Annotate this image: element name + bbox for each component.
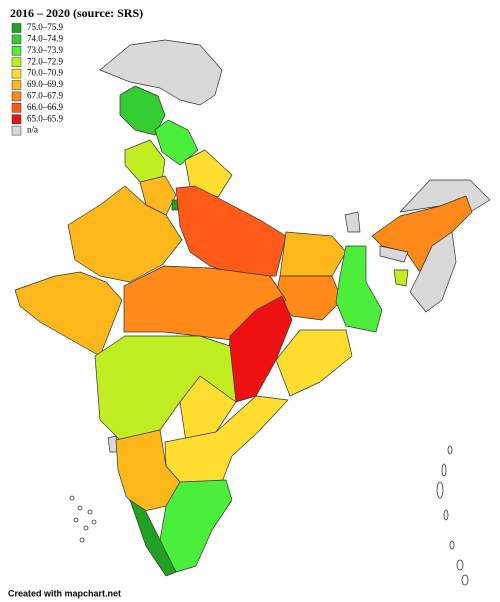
- region: [393, 269, 409, 287]
- legend-swatch: [11, 57, 22, 67]
- legend-swatch: [11, 125, 22, 136]
- legend-label: 73.0–73.9: [27, 45, 64, 55]
- legend-label: 69.0–69.9: [27, 79, 64, 89]
- region: [409, 231, 457, 313]
- region: [119, 85, 166, 136]
- map-regions: [14, 39, 491, 586]
- legend-swatch: [11, 103, 22, 113]
- region: [184, 149, 233, 198]
- region: [279, 231, 347, 277]
- legend-label: 67.0–67.9: [27, 90, 64, 100]
- region: [275, 329, 353, 397]
- legend-label: n/a: [27, 125, 38, 135]
- legend-label: 72.0–72.9: [27, 56, 64, 66]
- region: [139, 175, 177, 216]
- region: [379, 245, 409, 263]
- footer: Created with mapchart.net: [8, 588, 121, 598]
- region: [154, 119, 199, 166]
- region: [14, 271, 123, 357]
- region: [129, 499, 177, 577]
- region: [99, 39, 223, 106]
- legend-label: 65.0–65.9: [27, 113, 64, 123]
- legend-swatch: [11, 23, 22, 33]
- legend-swatch: [11, 80, 22, 90]
- legend-label: 74.0–74.9: [27, 33, 64, 43]
- legend-title: 2016 – 2020 (source: SRS): [10, 6, 143, 20]
- region: [344, 211, 361, 233]
- islands: [69, 445, 469, 586]
- region: [67, 185, 183, 283]
- legend-swatch: [11, 68, 22, 79]
- region: [124, 139, 166, 183]
- legend-label: 66.0–66.9: [27, 102, 64, 112]
- region: [175, 185, 287, 277]
- legend-swatch: [11, 114, 22, 124]
- legend-label: 70.0–70.9: [27, 68, 64, 78]
- region: [179, 375, 237, 443]
- legend: 75.0–75.974.0–74.9 73.0–73.972.0–72.9 70.0…: [11, 22, 64, 136]
- legend-swatch: [11, 91, 22, 102]
- legend-swatch: [11, 46, 22, 56]
- region: [335, 245, 383, 333]
- legend-label: 75.0–75.9: [27, 22, 64, 32]
- legend-swatch: [11, 34, 22, 45]
